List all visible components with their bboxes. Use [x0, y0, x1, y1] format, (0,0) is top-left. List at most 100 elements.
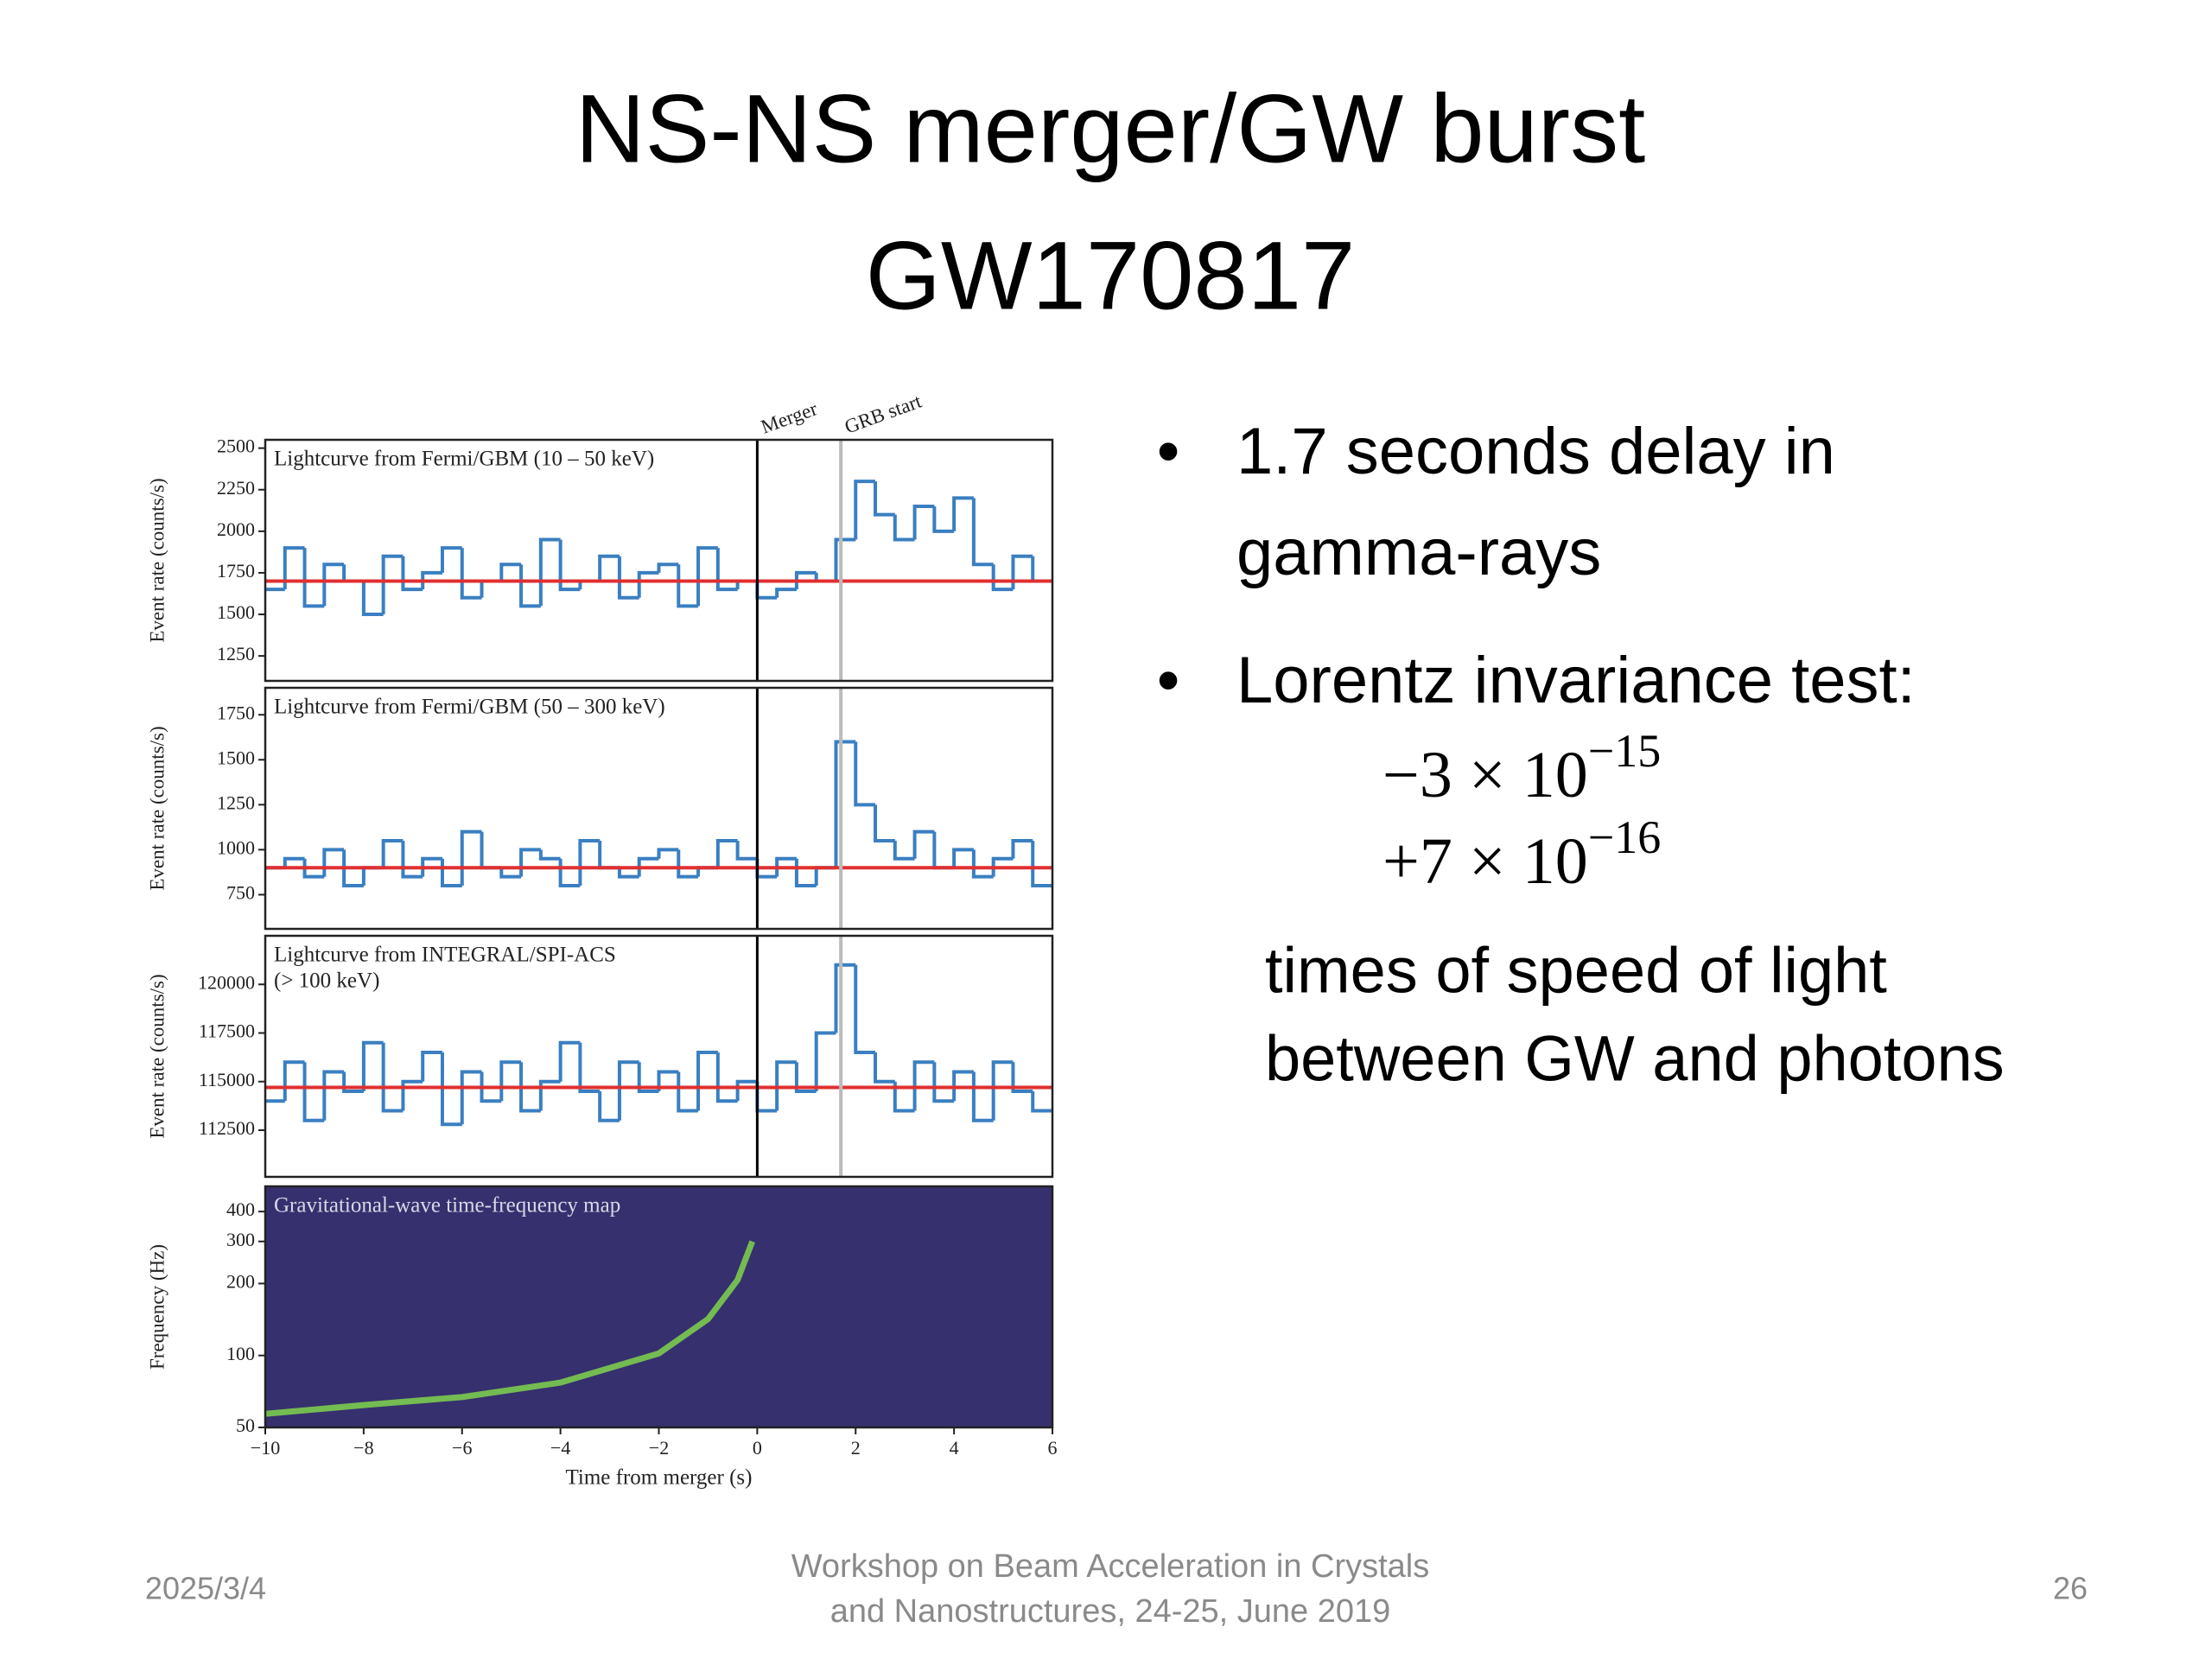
- bullet-text: 1.7 seconds delay in: [1236, 415, 1835, 488]
- plot-area: [265, 688, 1052, 929]
- step-bin: [480, 1071, 502, 1103]
- step-bin: [637, 570, 659, 598]
- step-bin: [1011, 838, 1033, 859]
- x-tick-label: −2: [649, 1437, 669, 1459]
- step-bin: [558, 1040, 581, 1082]
- step-bin: [775, 588, 797, 598]
- plot-frame: [264, 934, 1054, 1179]
- step-bin: [696, 1051, 718, 1111]
- step-bin: [519, 564, 541, 608]
- y-tick-label: 1250: [217, 643, 255, 664]
- panel-title: Lightcurve from INTEGRAL/SPI-ACS: [274, 944, 616, 967]
- x-tick-label: 0: [753, 1437, 762, 1459]
- chirp-track: [265, 1240, 755, 1417]
- step-bin: [440, 1052, 462, 1127]
- step-bin: [912, 1060, 935, 1111]
- step-bin: [854, 480, 876, 540]
- y-axis-label: Event rate (counts/s): [146, 726, 168, 890]
- step-bin: [322, 563, 345, 607]
- step-bin: [1031, 840, 1052, 888]
- step-bin: [874, 1052, 895, 1084]
- formula-base: −3 × 10: [1382, 739, 1588, 811]
- y-tick-label: 2000: [217, 518, 255, 540]
- y-tick-label: 2250: [217, 477, 255, 499]
- step-bin: [361, 581, 384, 617]
- step-bin: [381, 1042, 404, 1113]
- plot-frame: [264, 438, 1054, 683]
- step-bin: [893, 1081, 915, 1113]
- step-bin: [854, 741, 876, 807]
- step-bin: [834, 740, 856, 868]
- step-bin: [499, 563, 522, 582]
- step-bin: [302, 548, 325, 608]
- step-bin: [874, 481, 895, 517]
- formula: +7 × 10−16: [1382, 811, 1661, 898]
- x-tick-label: 6: [1048, 1437, 1058, 1459]
- step-bin: [401, 1079, 423, 1111]
- step-bin: [893, 514, 915, 542]
- step-bin: [696, 546, 718, 607]
- step-bin: [952, 848, 974, 868]
- step-bin: [971, 498, 994, 567]
- step-bin: [657, 1070, 679, 1091]
- step-bin: [932, 505, 955, 533]
- step-bin: [1031, 1091, 1052, 1113]
- note: between GW and photons: [1265, 1023, 2005, 1095]
- bullet-text: gamma-rays: [1236, 516, 1601, 589]
- step-bin: [1011, 554, 1033, 590]
- step-bin: [421, 570, 442, 590]
- step-bin: [775, 856, 797, 877]
- step-bin: [578, 1042, 601, 1093]
- y-tick-label: 115000: [199, 1069, 255, 1090]
- formula-exponent: −15: [1588, 725, 1661, 777]
- step-bin: [421, 1051, 442, 1082]
- step-bin: [854, 964, 876, 1054]
- step-bin: [342, 1071, 364, 1093]
- step-bin: [952, 1070, 974, 1102]
- step-bin: [677, 1071, 699, 1113]
- step-bin: [834, 537, 856, 582]
- title: NS-NS merger/GW burst: [575, 75, 1645, 183]
- x-axis-label: Time from merger (s): [566, 1466, 753, 1490]
- step-bin: [735, 1079, 758, 1102]
- title: GW170817: [866, 222, 1356, 330]
- panel-title: Lightcurve from Fermi/GBM (50 – 300 keV): [274, 696, 665, 719]
- y-tick-label: 1250: [217, 791, 255, 813]
- plot-area: [265, 1240, 755, 1417]
- step-bin: [440, 546, 462, 573]
- step-bin: [932, 1062, 955, 1103]
- step-bin: [991, 564, 1014, 592]
- step-bin: [794, 570, 817, 590]
- step-bin: [578, 838, 601, 887]
- step-bin: [283, 546, 305, 590]
- step-bin: [598, 554, 620, 582]
- panel-title: Lightcurve from Fermi/GBM (10 – 50 keV): [274, 448, 654, 471]
- step-bin: [677, 849, 699, 879]
- step-bin: [952, 496, 974, 531]
- step-bin: [715, 548, 738, 592]
- plot-background: [265, 1186, 1052, 1427]
- step-bin: [735, 840, 758, 861]
- footer-event: and Nanostructures, 24-25, June 2019: [830, 1593, 1391, 1630]
- step-bin: [637, 1062, 659, 1093]
- step-bin: [460, 1070, 482, 1125]
- step-bin: [874, 804, 895, 842]
- y-tick-label: 120000: [198, 971, 255, 993]
- step-bin: [401, 556, 423, 592]
- note: times of speed of light: [1265, 935, 1887, 1007]
- step-bin: [538, 1079, 561, 1111]
- y-axis-label: Event rate (counts/s): [146, 478, 168, 642]
- step-bin: [775, 1060, 797, 1111]
- bullet-dot: •: [1157, 415, 1180, 488]
- step-bin: [794, 1062, 817, 1093]
- y-tick-label: 400: [226, 1198, 255, 1220]
- x-tick-label: 2: [851, 1437, 861, 1459]
- step-bin: [538, 849, 561, 861]
- y-tick-label: 1750: [217, 702, 255, 723]
- formula-base: +7 × 10: [1382, 825, 1588, 898]
- plot-frame: [264, 686, 1054, 931]
- y-tick-label: 1000: [217, 836, 255, 858]
- panel-title: Gravitational-wave time-frequency map: [274, 1194, 620, 1217]
- step-bin: [677, 564, 699, 608]
- y-tick-label: 1750: [217, 560, 255, 582]
